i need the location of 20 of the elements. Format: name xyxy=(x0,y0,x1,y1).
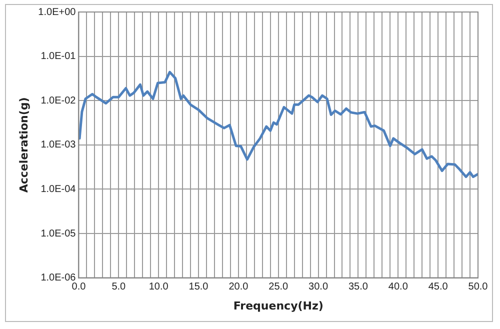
y-tick-label: 1.0E+00 xyxy=(38,6,76,18)
x-tick-label: 15.0 xyxy=(188,282,209,293)
x-axis-title: Frequency(Hz) xyxy=(233,299,324,312)
y-tick-label: 1.0E-01 xyxy=(40,51,76,62)
x-tick-label: 35.0 xyxy=(348,282,368,293)
y-tick-label: 1.0E-05 xyxy=(40,228,76,240)
y-tick-label: 1.0E-04 xyxy=(40,184,76,195)
x-tick-label: 0.0 xyxy=(72,282,86,293)
x-tick-label: 45.0 xyxy=(428,282,448,293)
x-tick-label: 10.0 xyxy=(148,282,169,293)
x-tick-label: 50.0 xyxy=(468,282,488,293)
x-tick-label: 5.0 xyxy=(112,282,126,293)
y-axis-title: Acceleration(g) xyxy=(17,97,30,193)
y-tick-label: 1.0E-02 xyxy=(40,95,76,106)
y-tick-label: 1.0E-03 xyxy=(40,140,76,151)
x-tick-label: 40.0 xyxy=(388,282,408,293)
x-tick-label: 20.0 xyxy=(228,282,249,293)
y-tick-label: 1.0E-06 xyxy=(40,272,76,284)
x-tick-label: 30.0 xyxy=(308,282,328,293)
x-tick-label: 25.0 xyxy=(268,282,289,293)
